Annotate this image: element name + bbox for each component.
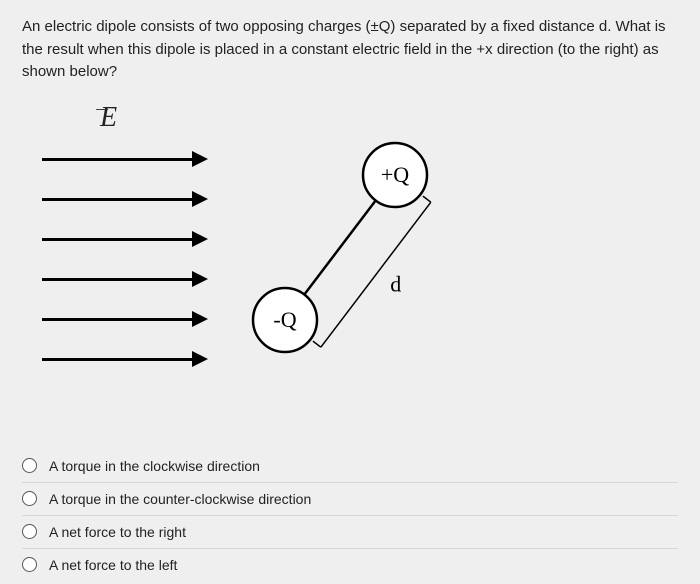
radio-icon[interactable]: [22, 458, 37, 473]
field-line: [42, 260, 212, 300]
arrow-right-icon: [192, 151, 208, 167]
field-vector-label: E: [100, 102, 117, 134]
answer-option[interactable]: A net force to the right: [22, 516, 678, 549]
field-line: [42, 300, 212, 340]
option-label: A torque in the clockwise direction: [49, 458, 260, 474]
answer-options: A torque in the clockwise direction A tor…: [22, 450, 678, 581]
field-lines: [42, 140, 212, 380]
option-label: A torque in the counter-clockwise direct…: [49, 491, 311, 507]
answer-option[interactable]: A torque in the clockwise direction: [22, 450, 678, 483]
answer-option[interactable]: A net force to the left: [22, 549, 678, 581]
radio-icon[interactable]: [22, 491, 37, 506]
radio-icon[interactable]: [22, 557, 37, 572]
answer-option[interactable]: A torque in the counter-clockwise direct…: [22, 483, 678, 516]
arrow-right-icon: [192, 271, 208, 287]
svg-text:-Q: -Q: [273, 307, 296, 332]
diagram: → E +Q-Qd: [42, 102, 522, 432]
arrow-right-icon: [192, 351, 208, 367]
arrow-right-icon: [192, 191, 208, 207]
field-line: [42, 180, 212, 220]
field-line: [42, 340, 212, 380]
option-label: A net force to the left: [49, 557, 177, 573]
dipole-figure: +Q -Q d: [240, 140, 500, 405]
field-line: [42, 140, 212, 180]
svg-text:d: d: [390, 271, 401, 296]
arrow-right-icon: [192, 231, 208, 247]
radio-icon[interactable]: [22, 524, 37, 539]
question-text: An electric dipole consists of two oppos…: [22, 16, 678, 84]
arrow-right-icon: [192, 311, 208, 327]
svg-text:+Q: +Q: [381, 162, 409, 187]
field-line: [42, 220, 212, 260]
option-label: A net force to the right: [49, 524, 186, 540]
